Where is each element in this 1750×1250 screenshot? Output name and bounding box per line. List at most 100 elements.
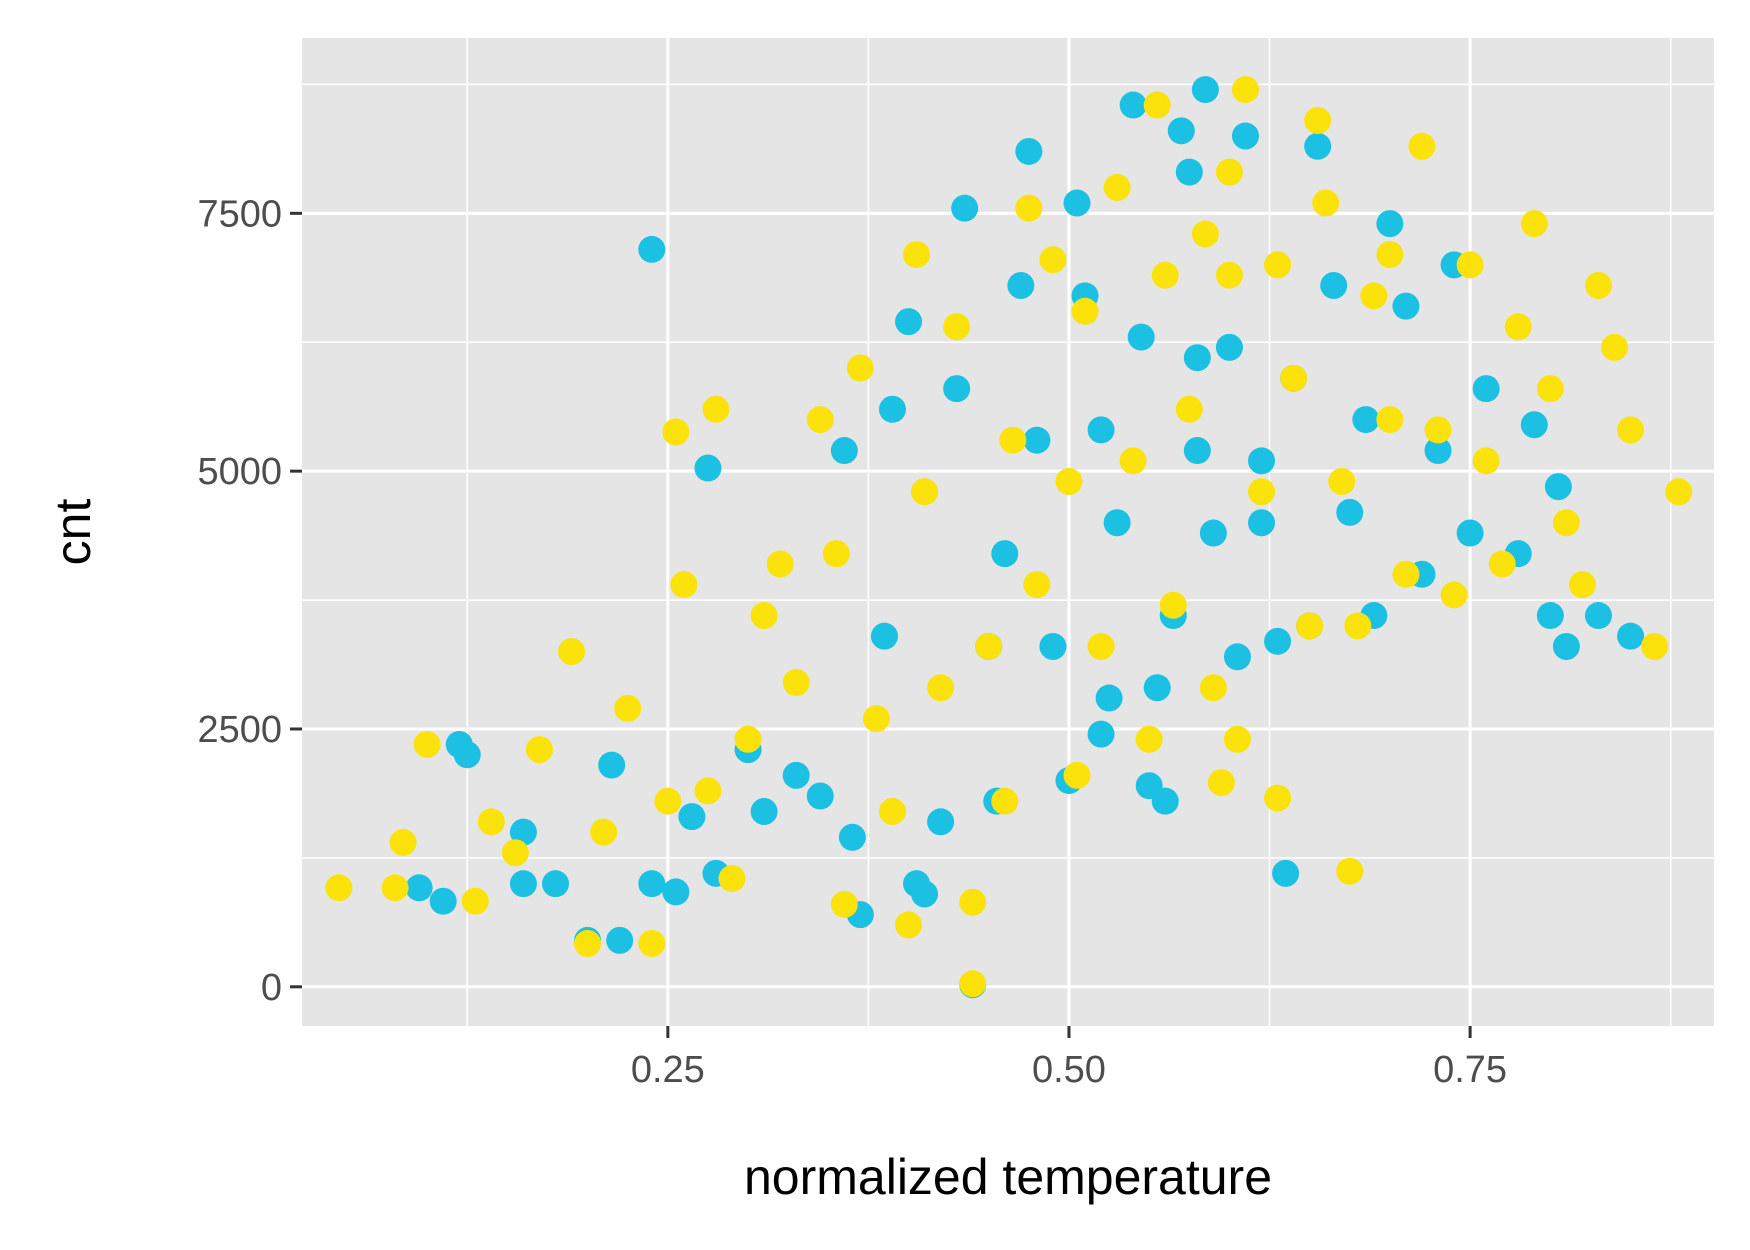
series-2-point-58	[1248, 478, 1276, 506]
series-2-point-86	[1215, 158, 1243, 186]
series-2-point-48	[1135, 725, 1163, 753]
series-1-point-28	[927, 808, 955, 836]
series-1-point-75	[1472, 375, 1500, 403]
series-2-point-77	[1520, 210, 1548, 238]
series-1-point-80	[1552, 632, 1580, 660]
x-tick-labels: 0.25 0.50 0.75	[631, 1049, 1507, 1091]
series-2-point-60	[1280, 364, 1308, 392]
series-2-point-74	[1472, 447, 1500, 475]
series-1-point-66	[1336, 498, 1364, 526]
series-2-point-82	[1601, 333, 1629, 361]
series-2-point-39	[1015, 194, 1043, 222]
series-2-point-87	[1151, 261, 1179, 289]
series-2-point-18	[718, 865, 746, 893]
series-1-point-6	[542, 870, 570, 898]
series-2-point-62	[1304, 107, 1332, 135]
series-2-point-75	[1488, 550, 1516, 578]
series-1-point-23	[870, 622, 898, 650]
series-1-point-25	[895, 308, 923, 336]
series-2-point-26	[846, 354, 874, 382]
series-1-point-19	[806, 782, 834, 810]
series-1-point-65	[1320, 272, 1348, 300]
series-1-point-5	[509, 870, 537, 898]
series-2-point-27	[862, 705, 890, 733]
series-1-point-30	[951, 194, 979, 222]
series-1-point-58	[1231, 122, 1259, 150]
series-1-point-48	[1143, 674, 1171, 702]
series-2-point-55	[1215, 261, 1243, 289]
series-1-point-67	[1352, 406, 1380, 434]
series-1-point-10	[638, 235, 666, 263]
series-1-point-40	[1063, 189, 1091, 217]
series-2-point-19	[734, 725, 762, 753]
series-1-point-0	[405, 874, 433, 902]
series-1-point-85	[1087, 416, 1115, 444]
series-2-point-54	[1207, 769, 1235, 797]
series-1-point-43	[1095, 684, 1123, 712]
series-2-point-16	[694, 777, 722, 805]
series-2-point-31	[911, 478, 939, 506]
series-1-point-12	[662, 878, 690, 906]
series-2-point-13	[654, 787, 682, 815]
series-2-point-89	[1376, 241, 1404, 269]
series-2-point-8	[558, 638, 586, 666]
series-1-point-69	[1376, 210, 1404, 238]
series-2-point-12	[638, 929, 666, 957]
series-1-point-14	[694, 454, 722, 482]
series-2-point-6	[501, 839, 529, 867]
series-2-point-5	[477, 808, 505, 836]
y-tick-label-1: 2500	[197, 709, 282, 751]
series-1-point-4	[509, 818, 537, 846]
series-2-point-32	[927, 674, 955, 702]
y-tick-labels: 0 2500 5000 7500	[197, 193, 282, 1008]
series-1-point-84	[1248, 509, 1276, 537]
series-2-point-14	[662, 418, 690, 446]
series-2-point-29	[895, 911, 923, 939]
series-2-point-7	[525, 736, 553, 764]
series-1-point-46	[1127, 323, 1155, 351]
series-2-point-64	[1328, 467, 1356, 495]
series-1-point-17	[750, 797, 778, 825]
series-1-point-13	[678, 803, 706, 831]
series-2-point-2	[389, 828, 417, 856]
series-1-point-60	[1264, 627, 1292, 655]
x-axis-title: normalized temperature	[744, 1149, 1272, 1205]
series-1-point-24	[878, 395, 906, 423]
series-2-point-63	[1312, 189, 1340, 217]
series-2-point-22	[782, 669, 810, 697]
series-2-point-81	[1584, 272, 1612, 300]
series-2-point-80	[1568, 571, 1596, 599]
series-1-point-42	[1087, 720, 1115, 748]
y-tick-label-2: 5000	[197, 451, 282, 493]
series-2-point-84	[1641, 632, 1669, 660]
series-2-point-37	[991, 787, 1019, 815]
series-2-point-72	[1440, 581, 1468, 609]
series-2-point-1	[381, 874, 409, 902]
series-2-point-51	[1175, 395, 1203, 423]
series-1-point-82	[1617, 622, 1645, 650]
series-2-point-52	[1191, 220, 1219, 248]
x-tick-label-0: 0.25	[631, 1049, 705, 1091]
series-2-point-47	[1119, 447, 1147, 475]
series-1-point-81	[1584, 602, 1612, 630]
series-1-point-64	[1304, 132, 1332, 160]
series-1-point-29	[943, 375, 971, 403]
y-tick-label-3: 7500	[197, 193, 282, 235]
series-2-point-76	[1504, 313, 1532, 341]
series-1-point-36	[1015, 137, 1043, 165]
y-axis-title: cnt	[45, 499, 101, 566]
series-2-point-4	[461, 887, 489, 915]
series-2-point-43	[1063, 761, 1091, 789]
series-1-point-49	[1151, 787, 1179, 815]
series-2-point-66	[1344, 612, 1372, 640]
series-2-point-61	[1296, 612, 1324, 640]
series-2-point-59	[1264, 784, 1292, 812]
series-1-point-70	[1392, 292, 1420, 320]
series-2-point-53	[1199, 674, 1227, 702]
series-2-point-69	[1392, 560, 1420, 588]
series-1-point-27	[911, 880, 939, 908]
series-1-point-52	[1175, 158, 1203, 186]
series-2-point-50	[1159, 591, 1187, 619]
series-2-point-85	[1665, 478, 1693, 506]
